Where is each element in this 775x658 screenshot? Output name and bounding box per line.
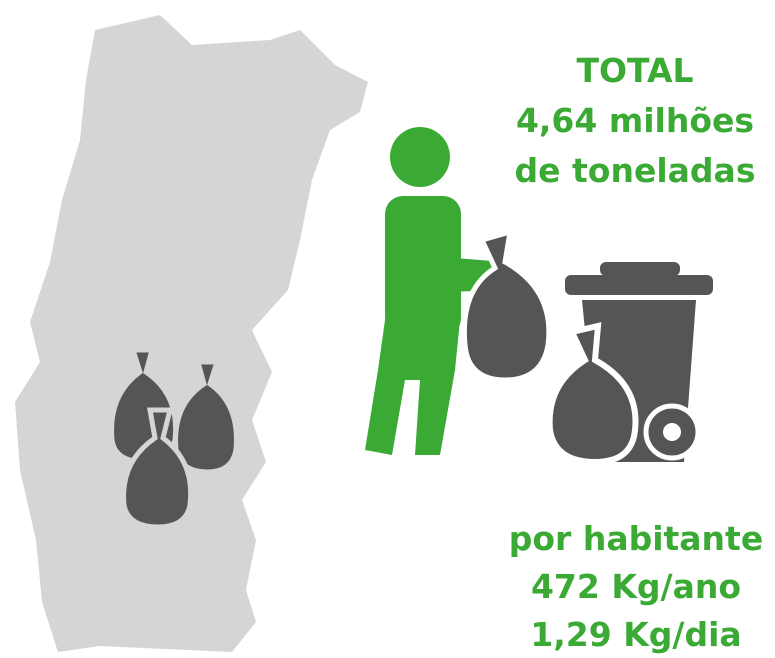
bin xyxy=(546,262,713,466)
map-bags xyxy=(109,347,239,530)
per-capita-title: por habitante xyxy=(509,519,763,558)
total-title: TOTAL xyxy=(576,51,693,90)
total-line: 4,64 milhões xyxy=(516,101,754,140)
portugal-map xyxy=(15,15,368,652)
bag xyxy=(546,322,639,466)
per-capita-line: 1,29 Kg/dia xyxy=(530,615,741,654)
bag xyxy=(173,359,239,475)
bag xyxy=(461,228,552,383)
bin-lid xyxy=(565,275,713,295)
total-line: de toneladas xyxy=(515,151,756,190)
bag xyxy=(121,407,194,530)
bin-handle xyxy=(600,262,680,276)
hand-bag xyxy=(461,228,552,383)
legs xyxy=(365,320,460,455)
per-capita-line: 472 Kg/ano xyxy=(531,567,741,606)
wheel-hub xyxy=(663,423,681,441)
head xyxy=(390,127,450,187)
